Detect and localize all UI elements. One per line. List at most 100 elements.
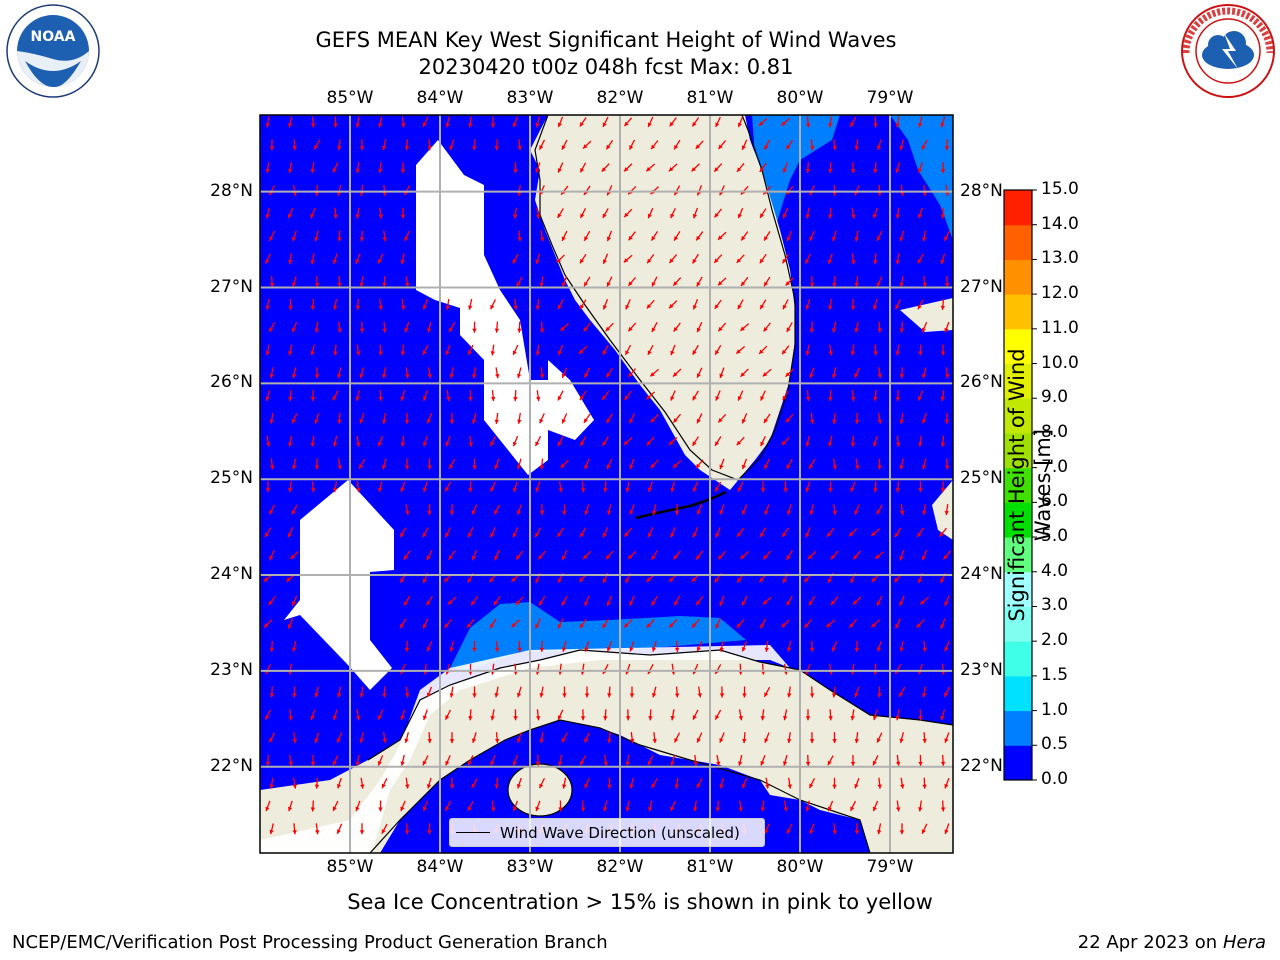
wave-direction-arrow [832,321,837,333]
wave-direction-arrow [444,527,452,538]
wave-direction-arrow [628,231,636,241]
wave-direction-arrow [696,367,703,379]
wave-direction-arrow [535,754,541,766]
wave-direction-arrow [741,413,748,424]
wave-direction-arrow [674,504,680,516]
wave-direction-arrow [400,435,405,447]
wave-direction-arrow [333,344,338,356]
no-data-area [260,645,790,853]
wave-direction-arrow [516,458,522,470]
wave-direction-arrow [562,777,567,789]
wave-direction-arrow [404,230,410,242]
wave-direction-arrow [854,230,859,242]
florida-keys [635,490,727,520]
wave-direction-arrow [672,277,682,287]
wave-direction-arrow [558,754,563,766]
wave-direction-arrow [538,595,546,606]
wave-direction-arrow [719,640,724,652]
wave-direction-arrow [427,139,432,151]
wave-direction-arrow [944,276,950,288]
wave-direction-arrow [333,207,338,219]
wave-direction-arrow [919,596,930,605]
legend-line-icon [456,832,490,833]
colorbar-segment [1004,398,1032,434]
colorbar-tick-label: 12.0 [1041,283,1079,304]
latitude-tick-label: 27°N [960,276,1003,297]
colorbar-segment [1004,571,1032,607]
wave-direction-arrow [737,207,744,219]
wave-direction-arrow [468,709,473,721]
wave-direction-arrow [494,732,500,744]
wave-direction-arrow [944,595,950,607]
wave-direction-arrow [265,116,270,128]
wave-direction-arrow [943,686,951,698]
wave-direction-arrow [917,162,923,174]
wave-direction-arrow [538,139,546,150]
wave-direction-arrow [288,435,293,447]
wave-direction-arrow [719,367,725,379]
wave-direction-arrow [783,800,788,812]
wave-direction-arrow [601,163,610,173]
wave-direction-arrow [291,413,298,424]
wave-direction-arrow [605,550,614,560]
wave-direction-arrow [877,321,882,333]
wave-direction-arrow [534,527,542,538]
wave-direction-arrow [737,299,744,310]
wave-direction-arrow [854,823,860,835]
wave-direction-arrow [561,413,568,424]
wave-direction-arrow [832,732,837,744]
wave-direction-arrow [899,640,904,652]
wave-direction-arrow [403,595,411,606]
latitude-tick-label: 28°N [960,180,1003,201]
wave-direction-arrow [337,230,342,242]
wave-direction-arrow [561,276,568,287]
wave-direction-arrow [872,207,879,219]
wave-direction-arrow [449,367,454,379]
wave-direction-arrow [539,276,544,288]
wave-direction-arrow [468,298,473,310]
wave-direction-arrow [539,640,545,652]
wave-direction-arrow [695,550,704,560]
wave-direction-arrow [805,527,811,538]
wave-direction-arrow [265,344,270,356]
wave-direction-arrow [382,230,387,242]
wave-direction-arrow [692,527,699,538]
wave-direction-arrow [917,299,924,310]
wave-direction-arrow [512,344,519,356]
wave-direction-arrow [646,299,655,309]
wave-direction-arrow [560,459,569,469]
wave-direction-arrow [625,481,630,493]
wave-direction-arrow [759,208,767,219]
wave-direction-arrow [490,481,496,493]
wave-direction-arrow [444,618,452,629]
wave-direction-arrow [805,435,810,447]
wave-direction-arrow [630,732,635,744]
wave-direction-arrow [809,230,815,242]
wave-direction-arrow [265,390,271,402]
wave-direction-arrow [557,618,564,629]
wave-direction-arrow [536,207,541,219]
wave-direction-arrow [940,207,946,219]
wave-direction-arrow [696,413,703,424]
wave-direction-arrow [940,618,946,629]
wave-direction-arrow [828,435,833,447]
wave-direction-arrow [359,276,364,288]
colorbar-tick-label: 1.5 [1041,664,1069,685]
wave-direction-arrow [808,595,816,606]
wave-direction-arrow [670,754,676,766]
wave-direction-arrow [490,527,496,538]
wave-direction-arrow [850,390,856,402]
wave-direction-arrow [780,619,791,628]
wave-direction-arrow [849,800,857,812]
wave-direction-arrow [517,640,522,652]
wave-direction-arrow [691,163,700,172]
wave-direction-arrow [489,436,497,447]
wave-direction-arrow [696,504,703,515]
wave-direction-arrow [606,595,613,607]
wave-direction-arrow [404,139,410,151]
wave-direction-arrow [876,504,883,515]
wave-direction-arrow [785,139,794,150]
wave-direction-arrow [943,230,951,242]
wave-direction-arrow [265,298,270,310]
wave-direction-arrow [828,344,833,356]
